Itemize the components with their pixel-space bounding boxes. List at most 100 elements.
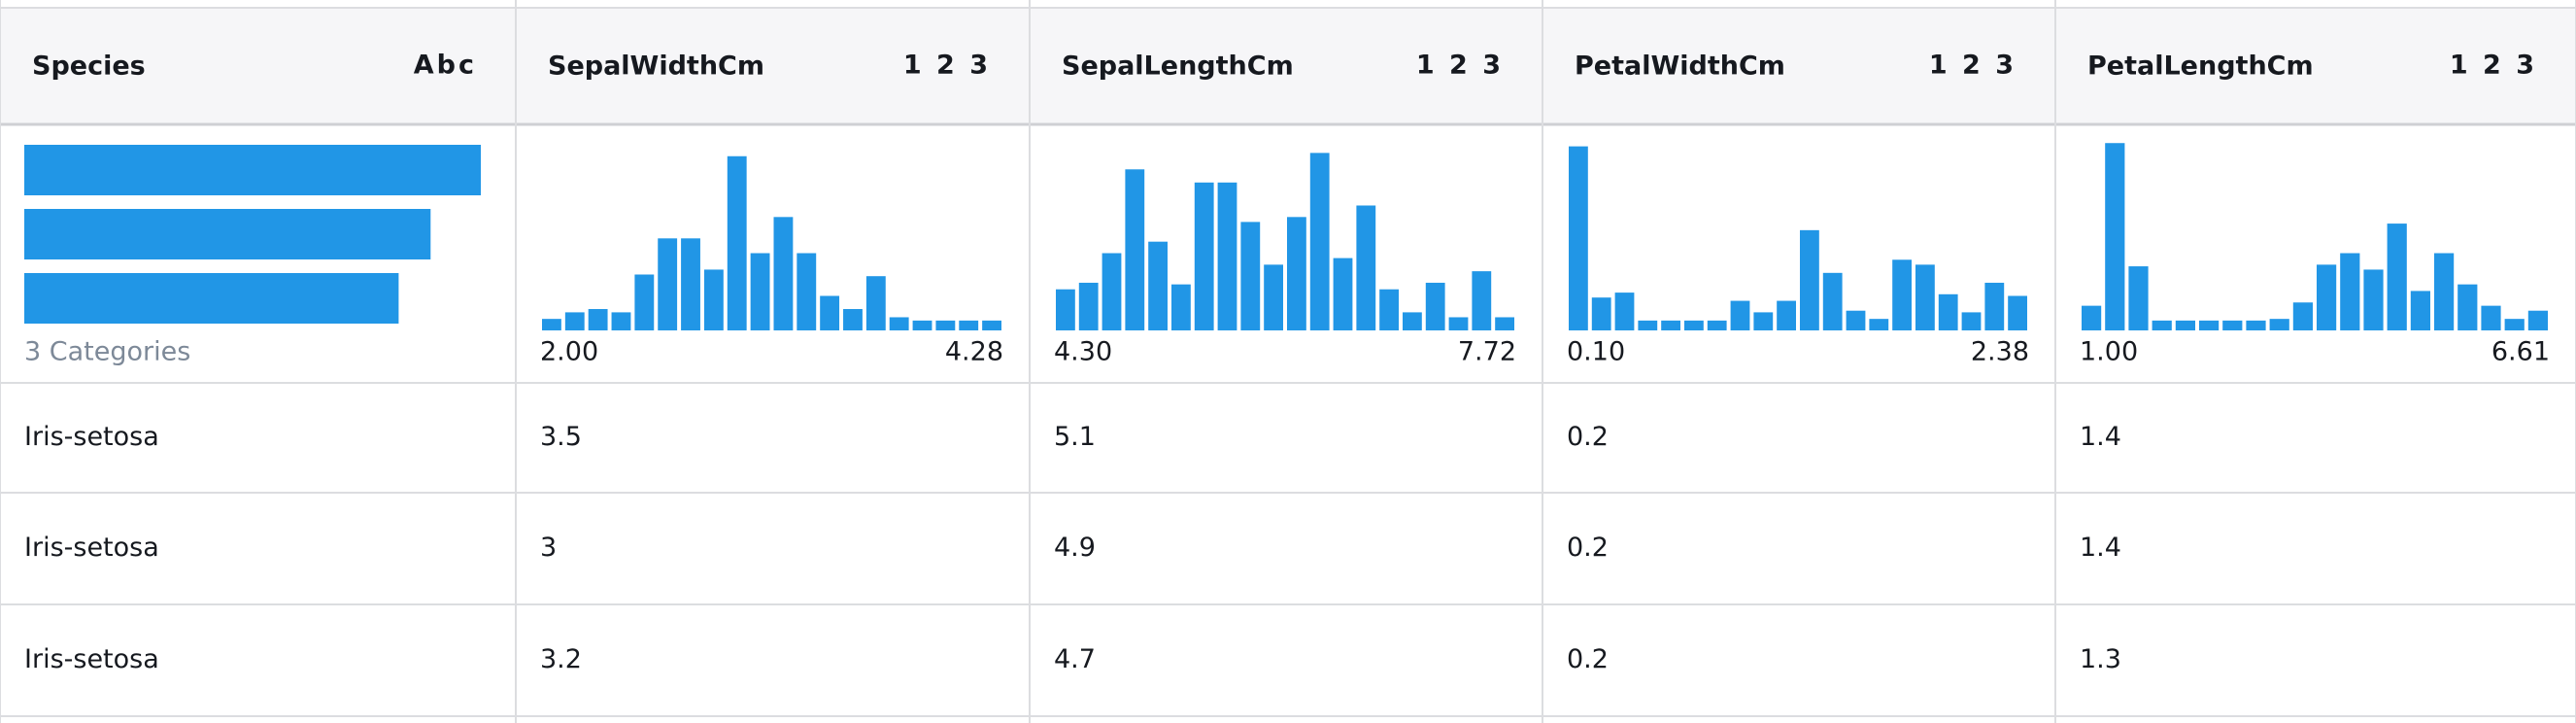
histogram-bar — [2292, 302, 2313, 330]
histogram-bar — [2175, 320, 2195, 330]
histogram-bar — [681, 238, 700, 330]
histogram-bar — [2363, 269, 2384, 330]
histogram-bar — [982, 320, 1001, 330]
histogram-bar — [727, 155, 747, 330]
histogram-bar — [2199, 320, 2220, 330]
histogram-bar — [1078, 282, 1099, 330]
histogram-bar — [1287, 217, 1306, 330]
histogram-bar — [2105, 143, 2125, 330]
histogram-bar — [912, 320, 932, 330]
histogram-bar — [750, 253, 770, 330]
histogram-bar — [1495, 317, 1514, 330]
histogram-min: 0.10 — [1567, 337, 1625, 367]
column-type: Abc — [414, 51, 477, 81]
cell: 4.9 — [1054, 533, 1096, 563]
column-type: 1 2 3 — [2450, 51, 2537, 81]
histogram-bar — [2387, 224, 2407, 330]
histogram-bar — [1753, 312, 1774, 330]
histogram-bar — [865, 276, 886, 330]
cell: 0.2 — [1567, 533, 1609, 563]
column-header: PetalLengthCm — [2087, 52, 2314, 82]
histogram-bar — [2246, 320, 2266, 330]
histogram-bar — [773, 217, 794, 330]
histogram-bar — [542, 319, 561, 330]
cell: 0.2 — [1567, 422, 1609, 452]
histogram-bar — [2128, 266, 2149, 330]
histogram-bar — [1194, 182, 1214, 330]
histogram-max: 7.72 — [1458, 337, 1516, 367]
cell: 5.1 — [1054, 422, 1096, 452]
histogram-bar — [1822, 272, 1843, 330]
histogram-bar — [889, 317, 909, 330]
cell: 1.4 — [2080, 533, 2121, 563]
cell: 3.5 — [540, 422, 582, 452]
histogram-bar — [2008, 295, 2027, 330]
histogram-min: 4.30 — [1054, 337, 1112, 367]
category-count: 3 Categories — [24, 337, 190, 367]
histogram-bar — [1707, 320, 1727, 330]
cell: 1.3 — [2080, 644, 2121, 674]
histogram-bar — [1240, 222, 1261, 330]
histogram-bar — [1614, 293, 1635, 330]
histogram-bar — [959, 320, 979, 330]
histogram-bar — [2504, 319, 2525, 330]
histogram-bar — [2152, 320, 2172, 330]
histogram-bar — [2481, 305, 2501, 330]
histogram-bar — [1915, 264, 1935, 330]
histogram-bar — [1264, 264, 1283, 330]
histogram-bar — [843, 309, 863, 330]
histogram-bar — [1217, 182, 1237, 330]
histogram-bar — [1448, 317, 1469, 330]
cell: 3 — [540, 533, 557, 563]
column-header: SepalLengthCm — [1062, 52, 1294, 82]
cell: Iris-setosa — [24, 533, 159, 563]
histogram-bar — [1333, 258, 1353, 330]
cell: 1.4 — [2080, 422, 2121, 452]
histogram-min: 1.00 — [2080, 337, 2138, 367]
histogram-bar — [1102, 253, 1122, 330]
histogram-max: 6.61 — [2491, 337, 2550, 367]
histogram-bar — [1569, 146, 1588, 330]
cell: 4.7 — [1054, 644, 1096, 674]
histogram-bar — [1730, 300, 1750, 330]
histogram-bar — [797, 253, 817, 330]
histogram-bar — [1800, 229, 1819, 330]
histogram-bar — [1125, 169, 1145, 330]
histogram-bar — [2340, 253, 2360, 330]
cell: Iris-setosa — [24, 644, 159, 674]
histogram-bar — [564, 312, 585, 330]
column-header: Species — [32, 52, 146, 82]
histogram-bar — [703, 269, 724, 330]
histogram-bar — [2317, 264, 2337, 330]
histogram-bar — [1148, 241, 1168, 330]
histogram-bar — [1056, 289, 1075, 330]
histogram-bar — [1171, 284, 1191, 330]
histogram-bar — [2410, 291, 2430, 330]
histogram-min: 2.00 — [540, 337, 598, 367]
histogram-max: 4.28 — [945, 337, 1003, 367]
histogram-bar — [1846, 310, 1866, 330]
histogram-bar — [2082, 305, 2102, 330]
histogram-bar — [1777, 300, 1796, 330]
histogram-bar — [2222, 320, 2243, 330]
histogram-bar — [1938, 293, 1958, 330]
category-bar — [24, 209, 431, 259]
histogram-bar — [1638, 320, 1658, 330]
histogram-bar — [2269, 319, 2289, 330]
histogram-bar — [1379, 289, 1399, 330]
histogram-bar — [658, 238, 678, 330]
histogram-bar — [1684, 320, 1704, 330]
histogram-bar — [2457, 284, 2478, 330]
histogram-bar — [1309, 153, 1330, 330]
histogram-bar — [935, 320, 956, 330]
histogram-bar — [1591, 297, 1611, 330]
histogram-bar — [611, 312, 631, 330]
cell: 0.2 — [1567, 644, 1609, 674]
histogram-bar — [820, 295, 840, 330]
histogram-bar — [1892, 259, 1912, 330]
histogram-bar — [2434, 253, 2455, 330]
cell: Iris-setosa — [24, 422, 159, 452]
column-header: SepalWidthCm — [548, 52, 764, 82]
histogram-bar — [1869, 319, 1889, 330]
column-type: 1 2 3 — [1929, 51, 2017, 81]
